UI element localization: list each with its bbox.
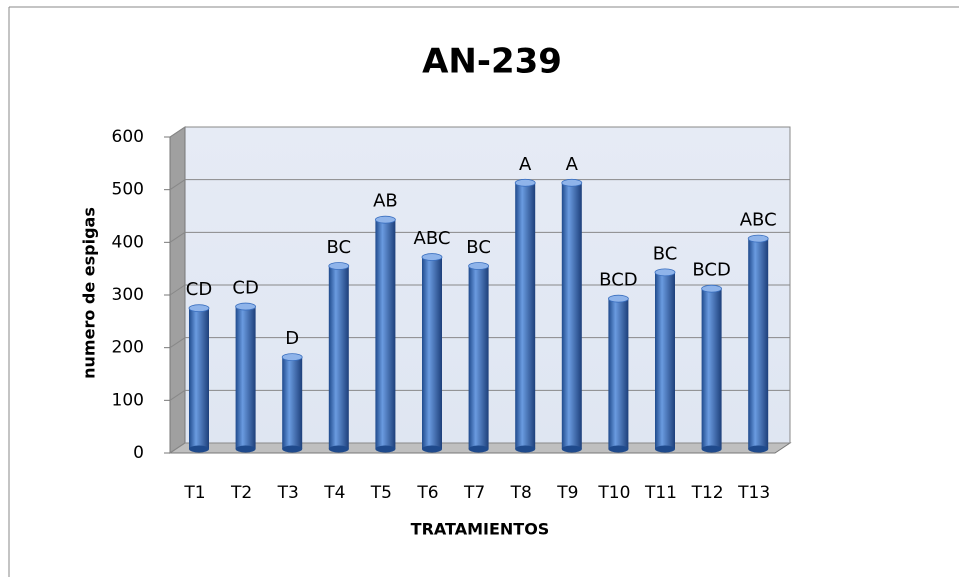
- grid-line: [169, 284, 186, 296]
- bar: [328, 266, 349, 449]
- bar-cap: [608, 294, 629, 303]
- bar: [655, 272, 675, 449]
- chart-title: AN-239: [422, 42, 562, 82]
- x-axis-label: TRATAMIENTOS: [411, 520, 550, 539]
- bar-base: [608, 445, 629, 453]
- bar: [468, 266, 489, 449]
- bar: [235, 306, 256, 449]
- bar-label: BCD: [692, 260, 730, 281]
- y-tick-label: 600: [112, 127, 144, 147]
- bar-cap: [328, 262, 350, 270]
- bar-cap: [514, 178, 536, 187]
- bar: [748, 238, 769, 449]
- bar-label: BCD: [599, 270, 637, 291]
- bar-base: [282, 445, 303, 453]
- x-tick-label: T5: [370, 483, 392, 503]
- bar-base: [189, 445, 209, 453]
- bar: [282, 357, 303, 449]
- y-tick-label: 100: [112, 390, 144, 410]
- y-tick-label: 300: [112, 285, 144, 305]
- grid-line: [169, 442, 186, 454]
- bar-cap: [235, 302, 257, 311]
- bar-base: [655, 445, 675, 453]
- bar-label: BC: [326, 237, 351, 258]
- bar-cap: [701, 284, 722, 293]
- bar: [701, 288, 722, 449]
- x-tick-label: T2: [230, 483, 252, 503]
- y-tick-label: 200: [112, 338, 144, 358]
- x-tick-label: T12: [691, 483, 724, 503]
- bar-base: [422, 445, 442, 453]
- bar: [422, 257, 442, 449]
- bar-cap: [747, 234, 769, 243]
- bar-cap: [468, 262, 490, 270]
- bar-label: ABC: [414, 228, 451, 249]
- bar: [561, 182, 582, 449]
- x-tick-label: T7: [463, 483, 485, 503]
- x-tick-label: T9: [556, 483, 578, 503]
- y-axis-label: numero de espigas: [80, 207, 99, 379]
- bar-base: [701, 445, 722, 453]
- bar-label: A: [566, 154, 579, 175]
- bar-cap: [281, 353, 303, 362]
- grid-line: [169, 179, 186, 191]
- bar-cap: [654, 268, 676, 277]
- bar-base: [328, 445, 349, 453]
- bar: [189, 308, 209, 449]
- x-tick-label: T11: [644, 483, 677, 503]
- grid-line: [169, 337, 186, 349]
- bar-base: [515, 445, 536, 453]
- bar-cap: [561, 178, 583, 187]
- y-tick-label: 0: [133, 443, 144, 463]
- bar: [608, 298, 629, 449]
- y-tick-label: 500: [112, 180, 144, 200]
- bar: [515, 182, 536, 449]
- grid-line: [169, 126, 186, 138]
- bar-base: [561, 445, 582, 453]
- bar-label: A: [519, 154, 532, 175]
- bar-label: D: [285, 328, 299, 349]
- bar-cap: [188, 304, 210, 313]
- bar-label: BC: [653, 243, 678, 264]
- bar-label: AB: [373, 191, 398, 212]
- x-tick-label: T8: [510, 483, 532, 503]
- y-tick-label: 400: [112, 232, 144, 252]
- bar-label: CD: [186, 279, 212, 300]
- x-tick-label: T4: [323, 483, 345, 503]
- bar-base: [375, 445, 396, 453]
- x-tick-label: T1: [183, 483, 205, 503]
- bar: [375, 219, 396, 449]
- bar-label: CD: [232, 278, 258, 299]
- grid-line: [169, 231, 186, 243]
- x-tick-label: T13: [737, 483, 770, 503]
- bar-base: [235, 445, 256, 453]
- bar-label: ABC: [740, 210, 777, 231]
- x-tick-label: T6: [416, 483, 438, 503]
- bar-cap: [421, 253, 443, 261]
- x-tick-label: T3: [277, 483, 299, 503]
- x-tick-label: T10: [597, 483, 630, 503]
- bar-base: [468, 445, 489, 453]
- bar-base: [748, 445, 769, 453]
- bar-label: BC: [466, 237, 491, 258]
- bar-cap: [374, 215, 396, 224]
- grid-line: [169, 389, 186, 401]
